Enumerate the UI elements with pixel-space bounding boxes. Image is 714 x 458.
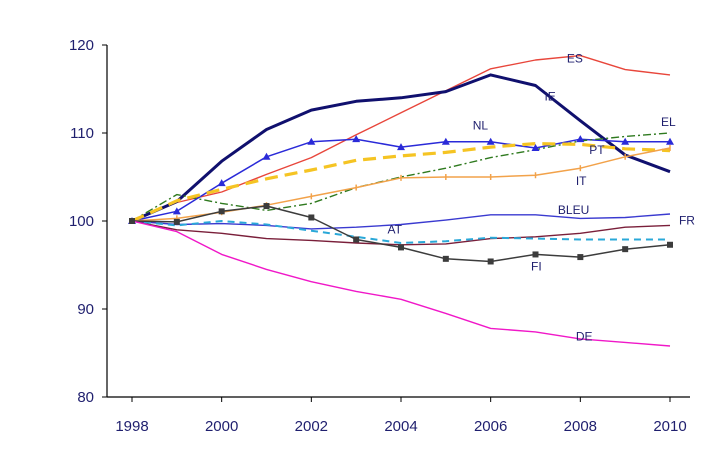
point-fi — [218, 208, 225, 215]
y-tick-label: 100 — [69, 213, 94, 230]
series-line-it — [131, 147, 671, 222]
x-tick-label: 2002 — [295, 418, 328, 435]
x-tick-label: 2006 — [474, 418, 507, 435]
point-nl — [397, 143, 405, 151]
point-fi — [308, 214, 315, 221]
series-label-es: ES — [567, 52, 583, 66]
point-nl — [262, 152, 271, 160]
series-label-fr: FR — [679, 214, 695, 228]
point-nl — [352, 135, 361, 143]
point-nl — [531, 143, 540, 151]
series-label-de: DE — [576, 330, 593, 344]
x-tick-label: 2000 — [205, 418, 238, 435]
series-markers — [128, 135, 674, 265]
series-label-bleu: BLEU — [558, 203, 589, 217]
series-label-el: EL — [661, 115, 676, 129]
point-nl — [172, 207, 181, 215]
series-label-pt: PT — [589, 143, 605, 157]
series-line-es — [131, 54, 671, 222]
point-fi — [173, 218, 180, 225]
point-nl — [621, 137, 630, 145]
point-fi — [398, 244, 404, 251]
series-labels: ES IE NL EL PT IT BLEU FR AT FI DE — [388, 52, 696, 344]
series-line-ie — [131, 73, 671, 223]
x-tick-label: 1998 — [115, 418, 148, 435]
y-tick-label: 110 — [70, 125, 94, 142]
point-fi — [442, 255, 449, 262]
y-tick-label: 90 — [77, 301, 94, 318]
y-tick-label: 80 — [77, 389, 94, 406]
x-tick-label: 2008 — [564, 418, 597, 435]
point-nl — [486, 137, 495, 145]
point-nl — [307, 137, 316, 145]
point-nl — [217, 179, 226, 187]
origin-point — [129, 218, 135, 224]
point-fi — [487, 258, 494, 265]
x-tick-label: 2010 — [653, 418, 686, 435]
point-nl — [666, 137, 674, 145]
series-lines — [131, 54, 671, 347]
y-tick-label: 120 — [69, 37, 94, 54]
series-line-at — [131, 220, 670, 244]
series-label-ie: IE — [544, 89, 555, 103]
point-nl — [576, 135, 585, 143]
series-label-at: AT — [388, 222, 403, 236]
point-fi — [667, 241, 673, 248]
point-fi — [263, 203, 270, 210]
series-label-nl: NL — [473, 118, 489, 132]
series-line-de — [131, 220, 671, 347]
x-tick-label: 2004 — [384, 418, 417, 435]
x-tick-labels: 1998 2000 2002 2004 2006 2008 2010 — [115, 397, 687, 435]
y-tick-labels: 80 90 100 110 120 — [69, 37, 107, 406]
point-fi — [532, 251, 539, 258]
series-label-fi: FI — [531, 259, 542, 273]
point-fi — [577, 254, 584, 261]
point-fi — [622, 246, 629, 253]
point-nl — [441, 137, 450, 145]
series-label-it: IT — [576, 174, 587, 188]
series-line-bleu — [131, 213, 671, 230]
point-fi — [353, 236, 360, 243]
